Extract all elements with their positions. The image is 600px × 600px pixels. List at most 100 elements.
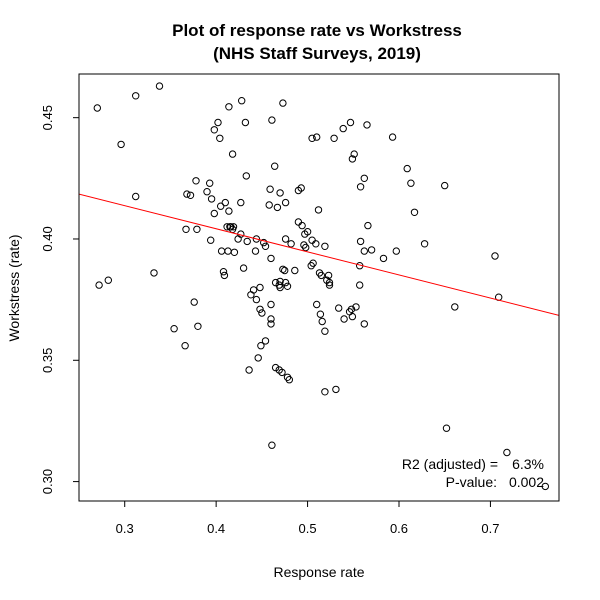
data-point bbox=[225, 207, 233, 215]
data-point bbox=[258, 309, 266, 317]
data-point bbox=[210, 126, 219, 134]
data-point bbox=[155, 82, 164, 90]
data-point bbox=[210, 209, 219, 218]
x-tick-label: 0.6 bbox=[390, 521, 408, 536]
data-point bbox=[241, 118, 250, 127]
data-point bbox=[186, 191, 195, 200]
data-point bbox=[301, 230, 309, 238]
data-point bbox=[268, 116, 276, 124]
p-value-value: 0.002 bbox=[509, 474, 544, 490]
data-point bbox=[225, 103, 233, 111]
x-tick-label: 0.5 bbox=[299, 521, 317, 536]
x-axis: 0.3 0.4 0.5 0.6 0.7 bbox=[116, 501, 499, 536]
data-point bbox=[356, 281, 364, 289]
data-point bbox=[226, 223, 234, 231]
data-point bbox=[261, 242, 270, 251]
data-point bbox=[325, 281, 334, 289]
data-point bbox=[298, 221, 306, 230]
data-point bbox=[267, 300, 275, 309]
data-point bbox=[254, 354, 262, 362]
data-point bbox=[285, 376, 293, 384]
data-point bbox=[335, 304, 343, 312]
data-point bbox=[281, 278, 290, 287]
data-point bbox=[324, 271, 333, 280]
data-point bbox=[291, 266, 299, 275]
data-point bbox=[95, 281, 103, 289]
data-point bbox=[330, 134, 338, 143]
data-point bbox=[339, 124, 347, 133]
data-point bbox=[388, 133, 397, 141]
data-point bbox=[276, 189, 284, 197]
chart-title: Plot of response rate vs Workstress bbox=[172, 21, 462, 40]
data-point bbox=[348, 155, 357, 163]
r2-label: R2 (adjusted) = bbox=[402, 456, 498, 472]
data-point bbox=[321, 327, 329, 335]
data-point bbox=[266, 185, 274, 193]
x-tick-label: 0.4 bbox=[207, 521, 225, 536]
data-point bbox=[283, 282, 292, 290]
data-point bbox=[237, 198, 245, 207]
data-point bbox=[245, 366, 253, 374]
data-point bbox=[183, 190, 191, 198]
data-point bbox=[247, 291, 255, 299]
y-axis: 0.30 0.35 0.40 0.45 bbox=[40, 105, 79, 494]
data-point bbox=[541, 482, 549, 491]
data-point bbox=[325, 278, 334, 287]
data-point bbox=[347, 305, 356, 313]
data-point bbox=[239, 264, 248, 272]
data-point bbox=[207, 236, 215, 244]
data-point bbox=[267, 254, 275, 263]
data-point bbox=[150, 269, 158, 277]
data-point bbox=[193, 225, 201, 234]
data-point bbox=[451, 303, 459, 311]
data-point bbox=[352, 303, 360, 311]
data-point bbox=[271, 162, 279, 170]
data-point bbox=[271, 278, 280, 287]
data-point bbox=[104, 276, 113, 284]
data-point bbox=[313, 300, 321, 309]
data-point bbox=[363, 121, 371, 129]
data-point bbox=[356, 237, 365, 246]
data-point bbox=[267, 315, 275, 323]
data-point bbox=[307, 262, 315, 270]
data-point bbox=[279, 265, 287, 273]
data-point bbox=[420, 240, 429, 248]
data-point bbox=[273, 203, 282, 212]
data-point bbox=[350, 150, 358, 158]
data-point bbox=[360, 174, 368, 183]
data-point bbox=[194, 322, 202, 330]
data-point bbox=[256, 305, 264, 313]
data-point bbox=[206, 179, 214, 187]
data-point bbox=[217, 202, 225, 210]
data-point bbox=[257, 342, 265, 350]
data-point bbox=[170, 325, 178, 333]
data-point bbox=[190, 298, 198, 306]
x-axis-label: Response rate bbox=[273, 564, 364, 580]
x-tick-label: 0.3 bbox=[116, 521, 134, 536]
data-point bbox=[441, 181, 449, 190]
p-value-label: P-value: bbox=[446, 474, 497, 490]
data-point bbox=[340, 315, 348, 323]
plot-area bbox=[79, 82, 559, 491]
data-point bbox=[308, 236, 316, 244]
data-point bbox=[182, 225, 190, 234]
data-point bbox=[267, 320, 275, 328]
y-axis-label: Workstress (rate) bbox=[6, 234, 22, 341]
points-layer bbox=[93, 82, 549, 491]
data-point bbox=[203, 188, 211, 196]
data-point bbox=[348, 312, 357, 321]
data-point bbox=[392, 247, 400, 255]
data-point bbox=[294, 218, 303, 226]
data-point bbox=[318, 317, 326, 326]
data-point bbox=[132, 92, 140, 100]
data-point bbox=[252, 235, 261, 243]
data-point bbox=[283, 373, 292, 381]
data-point bbox=[256, 283, 264, 292]
data-point bbox=[221, 198, 230, 207]
data-point bbox=[276, 283, 284, 292]
data-point bbox=[316, 310, 325, 318]
data-point bbox=[275, 366, 283, 374]
data-point bbox=[252, 295, 261, 304]
plot-frame bbox=[78, 73, 560, 502]
